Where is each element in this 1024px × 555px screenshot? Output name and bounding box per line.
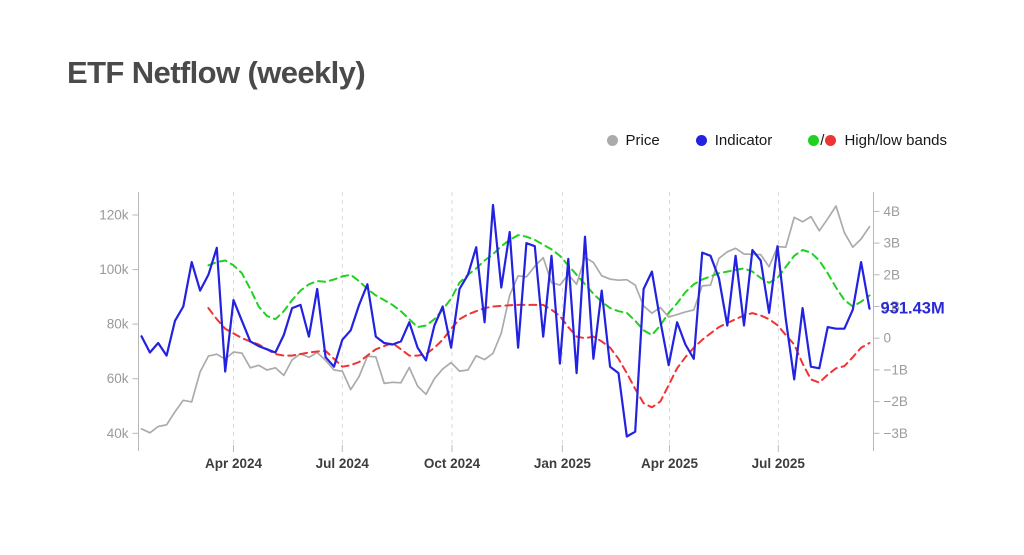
legend-label-bands: High/low bands [844,132,947,149]
right-tick-label: −3B [884,426,908,441]
legend-label-indicator: Indicator [714,132,773,149]
right-tick-label: −1B [884,362,908,377]
legend-item-indicator[interactable]: Indicator [695,132,773,149]
price-legend-dot [606,135,618,146]
indicator-line [140,203,871,438]
x-tick-label: Apr 2024 [205,456,263,471]
left-tick-label: 120k [99,208,129,223]
high-band-legend-dot [808,135,820,146]
legend: Price Indicator / High/low bands [606,132,947,149]
right-tick-label: −2B [884,394,908,409]
right-tick-label: 1B [884,299,901,314]
last-value-label: 931.43M [881,300,945,318]
right-tick-label: 2B [884,267,901,282]
low-band-legend-dot [825,135,837,146]
x-tick-label: Jul 2025 [752,456,806,471]
x-tick-label: Apr 2025 [641,456,699,471]
legend-item-price[interactable]: Price [606,132,660,149]
low-band-line [207,303,871,409]
indicator-legend-dot [695,135,707,146]
left-tick-label: 80k [107,317,129,332]
left-tick-label: 40k [107,426,129,441]
legend-item-bands[interactable]: / High/low bands [808,132,947,149]
left-tick-label: 100k [99,262,129,277]
x-tick-label: Oct 2024 [424,456,481,471]
left-tick-label: 60k [107,371,129,386]
right-tick-label: 3B [884,236,901,251]
x-tick-label: Jul 2024 [316,456,370,471]
price-line [140,205,871,434]
right-tick-label: 0 [884,331,892,346]
high-band-line [207,234,871,336]
right-tick-label: 4B [884,204,901,219]
legend-separator: / [820,132,825,149]
x-tick-label: Jan 2025 [534,456,592,471]
legend-label-price: Price [625,132,660,149]
page-title: ETF Netflow (weekly) [67,55,366,90]
